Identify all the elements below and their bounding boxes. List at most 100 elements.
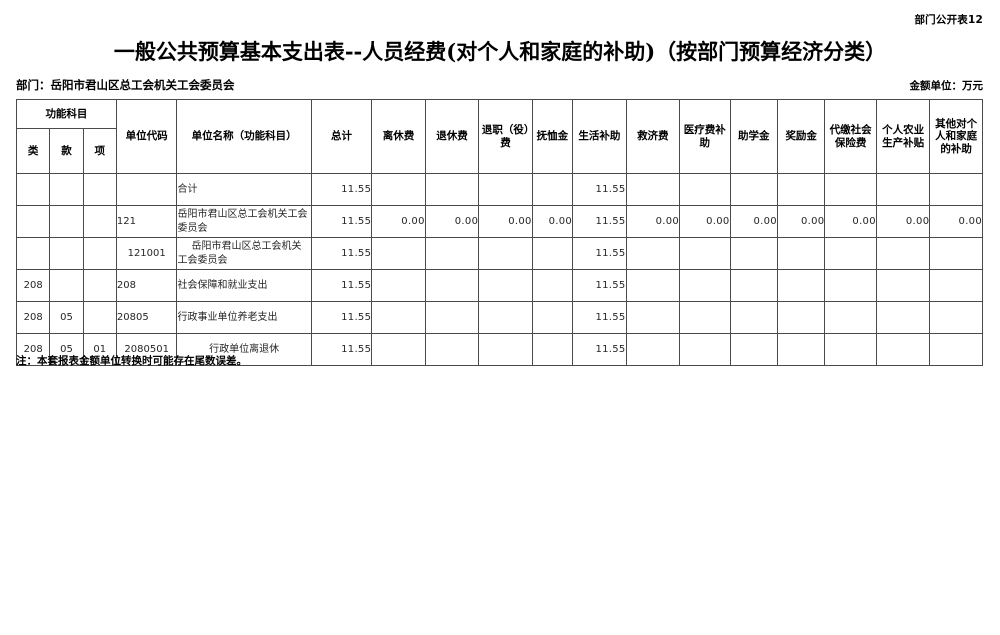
cell-amount: 0.00	[625, 205, 681, 238]
cell-amount	[824, 269, 877, 302]
cell-amount	[729, 333, 778, 366]
cell-amount	[531, 269, 574, 302]
cell-unit-code: 121001	[115, 237, 178, 270]
cell-amount	[531, 301, 574, 334]
cell-amount: 0.00	[729, 205, 778, 238]
table-body: 合计 11.55 11.55 121 岳阳市君山区总工会机关工会委员会 11.55 0.00…	[15, 173, 983, 366]
table-row: 208 05 01 2080501 行政单位离退休 11.55 11.55	[15, 333, 983, 366]
table-row: 合计 11.55 11.55	[15, 173, 983, 206]
cell-amount	[371, 269, 426, 302]
cell-unit-name: 社会保障和就业支出	[176, 269, 312, 302]
cell-unit-name: 岳阳市君山区总工会机关工会委员会	[176, 205, 312, 238]
cell-amount: 11.55	[310, 237, 373, 270]
cell-section	[49, 205, 84, 238]
header-row-2: 类 款 项	[15, 128, 983, 174]
header-col-bonus: 奖励金	[776, 99, 826, 174]
cell-section	[49, 173, 84, 206]
cell-amount	[424, 333, 480, 366]
cell-amount	[729, 237, 778, 270]
table-header: 功能科目 单位代码 单位名称（功能科目） 总计 离休费 退休费 退职（役）费 抚…	[15, 99, 983, 174]
cell-amount: 0.00	[531, 205, 574, 238]
amount-unit-line: 金额单位：万元	[909, 80, 984, 92]
header-row-1: 功能科目 单位代码 单位名称（功能科目） 总计 离休费 退休费 退职（役）费 抚…	[16, 99, 983, 174]
cell-amount	[625, 269, 681, 302]
cell-amount: 11.55	[310, 301, 373, 334]
cell-amount	[625, 333, 681, 366]
cell-amount	[729, 269, 778, 302]
cell-amount	[776, 237, 826, 270]
cell-amount: 0.00	[875, 205, 931, 238]
cell-amount	[478, 333, 533, 366]
cell-amount	[824, 301, 877, 334]
cell-amount	[625, 237, 681, 270]
cell-amount	[929, 333, 983, 366]
cell-amount: 0.00	[929, 205, 983, 238]
cell-amount	[875, 333, 931, 366]
table-row: 121 岳阳市君山区总工会机关工会委员会 11.55 0.00 0.00 0.00 0.00…	[15, 205, 983, 238]
header-col-class: 类	[15, 128, 51, 174]
cell-amount: 11.55	[310, 173, 373, 206]
cell-class	[15, 205, 51, 238]
cell-amount	[776, 333, 826, 366]
cell-item	[82, 269, 117, 302]
cell-unit-code: 2080501	[115, 333, 178, 366]
cell-amount	[531, 173, 574, 206]
cell-amount	[679, 237, 731, 270]
cell-unit-code	[115, 173, 178, 206]
cell-amount	[424, 237, 480, 270]
cell-amount	[371, 173, 426, 206]
cell-unit-name: 行政事业单位养老支出	[176, 301, 312, 334]
cell-section	[49, 237, 84, 270]
cell-class: 208	[15, 269, 51, 302]
cell-amount	[776, 301, 826, 334]
header-col-pension: 退休费	[424, 99, 480, 174]
header-col-item: 项	[82, 128, 117, 174]
cell-section: 05	[49, 333, 84, 366]
cell-amount: 0.00	[776, 205, 826, 238]
sheet-label: 部门公开表12	[914, 14, 983, 26]
header-group-function-subject: 功能科目	[16, 99, 117, 129]
cell-amount	[478, 269, 533, 302]
cell-item	[82, 237, 117, 270]
cell-amount	[478, 237, 533, 270]
cell-amount	[776, 269, 826, 302]
cell-unit-code: 208	[115, 269, 178, 302]
cell-amount	[424, 269, 480, 302]
cell-amount	[929, 173, 983, 206]
cell-amount	[679, 333, 731, 366]
cell-unit-name: 行政单位离退休	[176, 333, 312, 366]
cell-amount: 11.55	[572, 269, 627, 302]
cell-amount: 11.55	[572, 237, 627, 270]
cell-amount: 11.55	[572, 333, 627, 366]
cell-unit-code: 121	[115, 205, 178, 238]
cell-amount	[875, 237, 931, 270]
cell-amount	[371, 333, 426, 366]
cell-amount	[929, 269, 983, 302]
budget-table-container: 功能科目 单位代码 单位名称（功能科目） 总计 离休费 退休费 退职（役）费 抚…	[15, 99, 983, 366]
cell-amount	[424, 301, 480, 334]
cell-item: 01	[82, 333, 117, 366]
header-col-retirement-allowance: 离休费	[371, 99, 426, 174]
cell-amount	[729, 301, 778, 334]
cell-amount	[824, 237, 877, 270]
cell-amount	[625, 301, 681, 334]
header-col-student-grant: 助学金	[729, 99, 778, 174]
cell-amount	[679, 269, 731, 302]
cell-amount	[824, 333, 877, 366]
cell-item	[82, 205, 117, 238]
table-row: 208 208 社会保障和就业支出 11.55 11.55	[15, 269, 983, 302]
cell-amount	[679, 301, 731, 334]
cell-class: 208	[15, 333, 51, 366]
cell-amount	[776, 173, 826, 206]
cell-amount: 0.00	[478, 205, 533, 238]
footnote: 注：本套报表金额单位转换时可能存在尾数误差。	[16, 355, 247, 367]
cell-amount: 11.55	[310, 333, 373, 366]
table-row: 208 05 20805 行政事业单位养老支出 11.55 11.55	[15, 301, 983, 334]
cell-class: 208	[15, 301, 51, 334]
header-col-medical-subsidy: 医疗费补助	[679, 99, 731, 174]
cell-amount	[875, 269, 931, 302]
cell-amount: 0.00	[679, 205, 731, 238]
department-line: 部门：岳阳市君山区总工会机关工会委员会	[16, 78, 235, 92]
header-col-compensation: 抚恤金	[531, 99, 574, 174]
